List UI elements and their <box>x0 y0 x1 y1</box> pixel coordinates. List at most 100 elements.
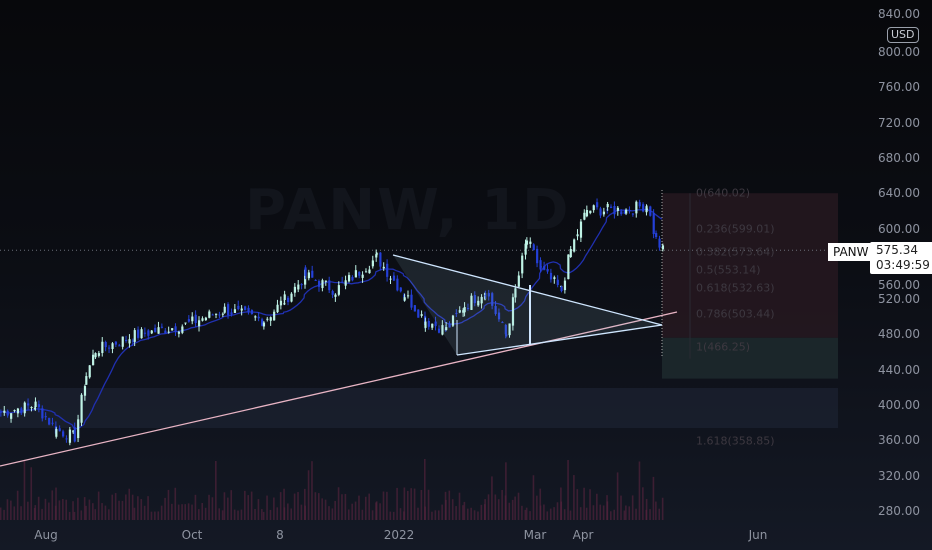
candle-body <box>269 317 272 321</box>
candle-body <box>41 408 44 419</box>
fib-level-label: 0(640.02) <box>696 186 751 200</box>
volume-bar <box>358 495 360 520</box>
candle-body <box>576 234 579 237</box>
volume-bar <box>262 511 265 520</box>
volume-bar <box>382 491 385 520</box>
candle-body <box>536 248 539 264</box>
volume-bar <box>642 487 644 520</box>
candle-body <box>215 313 218 315</box>
candle-body <box>631 213 635 215</box>
candle-body <box>131 340 135 342</box>
volume-bar <box>147 496 149 520</box>
candle-body <box>293 286 297 293</box>
volume-bar <box>218 508 221 520</box>
candle-body <box>111 343 114 350</box>
candle-body <box>223 306 226 313</box>
candle-body <box>44 416 47 418</box>
volume-bar <box>661 497 664 520</box>
volume-bar <box>583 487 585 520</box>
candle-body <box>497 312 501 320</box>
volume-bar <box>164 497 166 520</box>
volume-bar <box>484 499 486 520</box>
candle-body <box>0 411 3 413</box>
volume-bar <box>13 506 16 520</box>
volume-bar <box>204 507 207 520</box>
candle-body <box>174 326 177 332</box>
volume-bar <box>194 494 197 520</box>
volume-bar <box>51 490 54 520</box>
candle-body <box>181 326 184 333</box>
candle-body <box>491 293 494 306</box>
volume-bar <box>434 510 437 520</box>
volume-bar <box>290 508 293 520</box>
candle-body <box>167 331 170 333</box>
volume-bar <box>511 499 514 520</box>
candle-body <box>108 347 111 349</box>
candle-body <box>569 249 572 257</box>
candle-body <box>645 208 649 210</box>
volume-bar <box>344 493 347 520</box>
candle-body <box>628 210 631 212</box>
candle-body <box>508 323 511 336</box>
fib-level-label: 0.786(503.44) <box>696 307 775 321</box>
volume-bar <box>556 502 559 520</box>
candle-body <box>599 208 602 216</box>
volume-bar <box>94 509 97 520</box>
candle-body <box>623 211 626 214</box>
candle-body <box>328 280 331 291</box>
candle-body <box>37 404 41 408</box>
volume-bar <box>514 496 516 520</box>
candles <box>0 198 665 446</box>
candle-body <box>487 293 490 297</box>
candle-body <box>321 280 324 289</box>
candle-body <box>375 253 379 255</box>
volume-bar <box>497 499 500 520</box>
volume-bar <box>62 498 64 520</box>
volume-bar <box>610 511 612 520</box>
volume-bar <box>487 494 490 520</box>
candle-body <box>101 341 104 354</box>
volume-bar <box>250 491 253 520</box>
volume-bar <box>261 509 263 520</box>
fib-level-label: 1(466.25) <box>696 340 751 354</box>
price-tick: 480.00 <box>878 327 920 342</box>
volume-bar <box>276 507 279 520</box>
candle-body <box>65 438 68 440</box>
candle-body <box>358 271 361 276</box>
volume-bar <box>41 508 43 520</box>
candle-body <box>616 207 620 211</box>
volume-bar <box>266 495 268 520</box>
volume-bar <box>227 497 229 520</box>
volume-bar <box>177 504 180 520</box>
candle-body <box>287 297 290 303</box>
candle-body <box>34 401 37 408</box>
volume-bar <box>628 506 631 520</box>
candle-body <box>314 279 317 281</box>
volume-bar <box>652 476 655 520</box>
volume-bar <box>567 460 569 520</box>
volume-bar <box>441 504 443 520</box>
candle-body <box>3 410 6 413</box>
candle-body <box>613 205 616 215</box>
candle-body <box>58 428 61 432</box>
candle-body <box>511 297 515 326</box>
candle-body <box>10 413 13 419</box>
volume-bar <box>23 459 26 520</box>
candle-body <box>88 365 91 378</box>
candle-body <box>470 295 473 310</box>
bar-countdown: 03:49:59 <box>876 258 930 272</box>
volume-bar <box>191 504 193 520</box>
volume-bar <box>311 461 313 520</box>
volume-bar <box>505 462 507 520</box>
volume-bar <box>602 505 605 520</box>
volume-bar <box>314 492 317 520</box>
volume-bar <box>410 488 412 520</box>
candle-body <box>324 280 327 282</box>
candle-body <box>431 323 434 328</box>
currency-button[interactable]: USD <box>887 27 919 43</box>
triangle-lower-line <box>456 324 663 356</box>
volume-bar <box>368 493 370 520</box>
volume-bar <box>16 490 19 520</box>
candle-body <box>297 284 300 290</box>
